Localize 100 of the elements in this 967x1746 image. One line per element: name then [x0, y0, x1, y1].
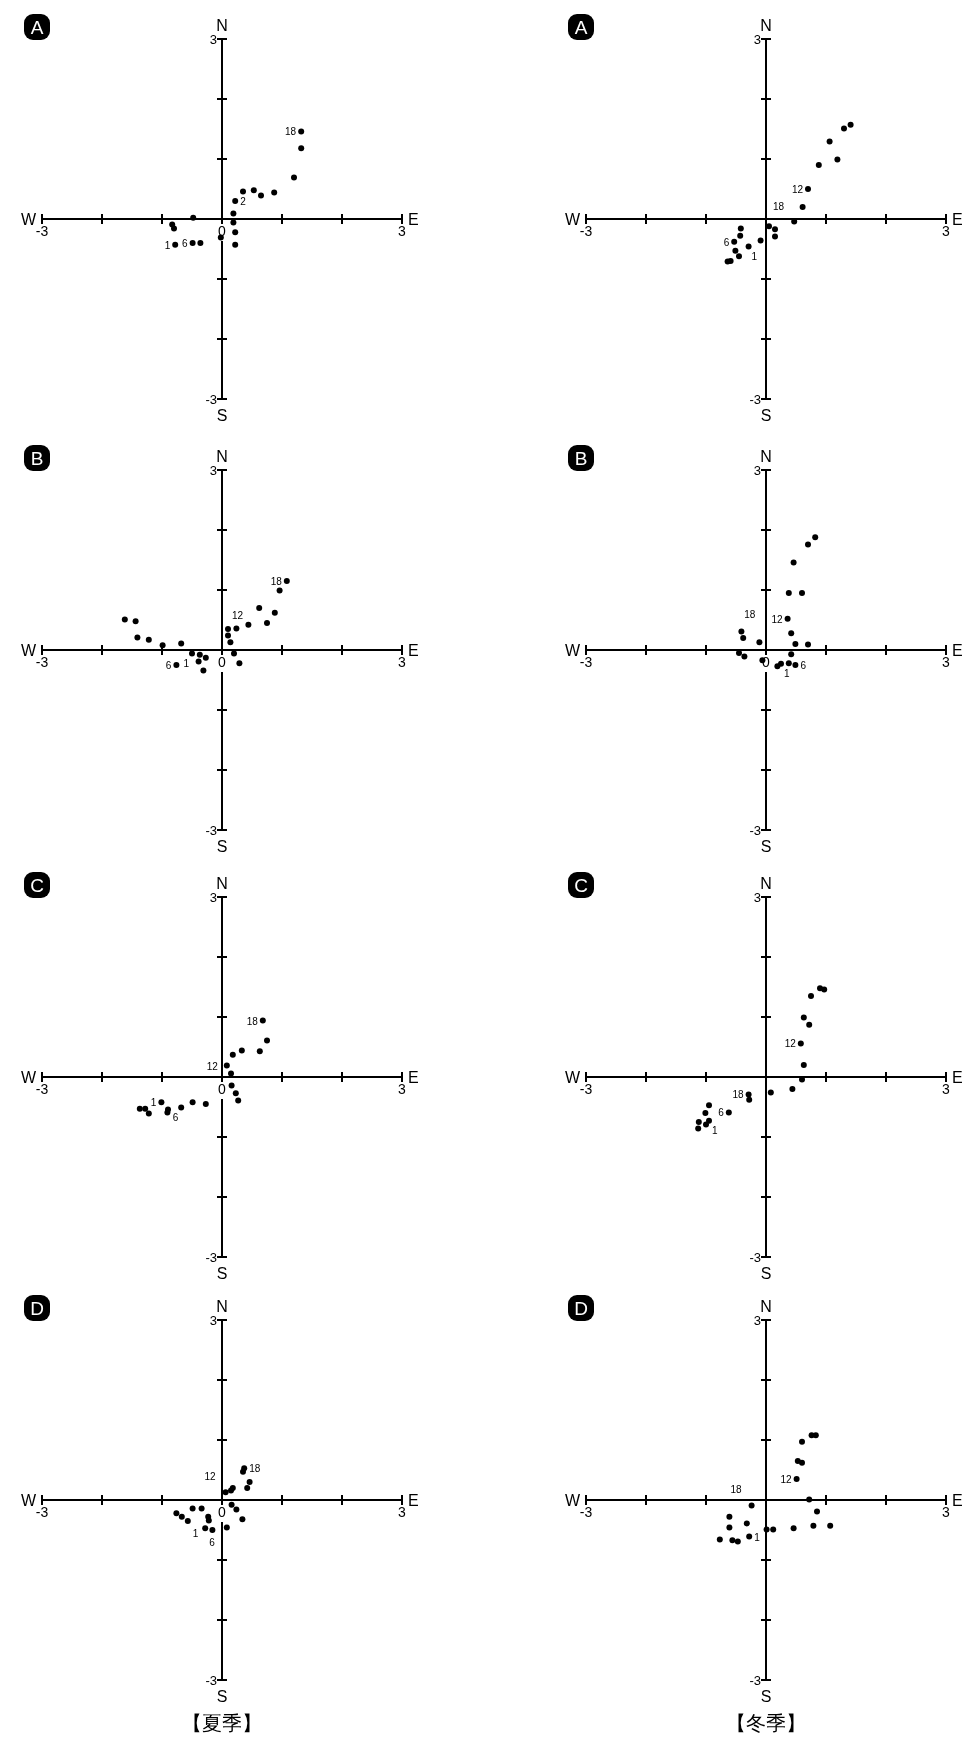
y-tick-label: -3	[749, 823, 761, 838]
text: N	[216, 1298, 228, 1315]
annotation: 1	[164, 239, 171, 251]
annotation: 6	[800, 660, 807, 671]
text: S	[216, 838, 228, 855]
x-tick-label: -3	[579, 1504, 593, 1520]
chart-title: A	[30, 17, 44, 38]
x-tick-label: 0	[218, 1504, 227, 1520]
x-tick-label: 3	[942, 1081, 951, 1097]
x-tick-label: 3	[398, 1081, 407, 1097]
annotation: 18	[744, 609, 756, 621]
annotation: 1	[754, 1531, 761, 1543]
x-tick-label: 3	[942, 223, 951, 239]
x-tick-label: 3	[942, 654, 951, 670]
text: E	[408, 211, 419, 228]
chart-title: C	[574, 875, 588, 896]
text: E	[408, 642, 419, 659]
text: W	[564, 1069, 581, 1086]
annotation: 12	[780, 1474, 793, 1485]
text: N	[760, 1298, 772, 1315]
text: N	[760, 17, 772, 34]
text: E	[952, 642, 963, 659]
y-tick-label: 3	[209, 890, 217, 905]
x-tick-label: 3	[398, 1504, 407, 1520]
text: W	[20, 1492, 37, 1509]
annotation: 1	[150, 1097, 157, 1109]
y-tick-label: 3	[753, 32, 761, 47]
text: W	[20, 642, 37, 659]
annotation: 18	[730, 1484, 743, 1496]
text: W	[564, 642, 581, 659]
annotation: 12	[206, 1060, 219, 1072]
annotation: 6	[172, 1111, 179, 1123]
y-tick-label: 3	[753, 890, 761, 905]
chart-title: C	[30, 875, 44, 896]
text: W	[20, 1069, 37, 1086]
x-tick-label: 3	[398, 223, 407, 239]
chart-title: D	[30, 1298, 44, 1319]
y-tick-label: 3	[753, 1313, 761, 1328]
y-tick-label: -3	[749, 1673, 761, 1688]
y-tick-label: -3	[205, 1250, 217, 1265]
text: N	[216, 17, 228, 34]
y-tick-label: 3	[209, 463, 217, 478]
y-tick-label: 3	[209, 32, 217, 47]
text: E	[952, 1069, 963, 1086]
annotation: 12	[232, 610, 244, 621]
annotation: 12	[771, 613, 784, 625]
annotation: 1	[183, 657, 190, 669]
x-tick-label: -3	[35, 1081, 49, 1097]
text: 【冬季】	[726, 1712, 806, 1734]
annotation: 2	[240, 196, 247, 207]
x-tick-label: -3	[579, 654, 593, 670]
annotation: 6	[723, 236, 730, 248]
annotation: 18	[732, 1089, 745, 1101]
annotation: 1	[712, 1124, 718, 1136]
x-tick-label: 0	[218, 654, 227, 670]
y-tick-label: -3	[205, 1673, 217, 1688]
chart-title: B	[30, 448, 44, 469]
y-tick-label: -3	[205, 823, 217, 838]
annotation: 12	[791, 184, 804, 195]
text: S	[760, 1688, 772, 1705]
y-tick-label: 3	[753, 463, 761, 478]
x-tick-label: -3	[579, 1081, 593, 1097]
chart-title: D	[574, 1298, 588, 1319]
y-tick-label: -3	[749, 1250, 761, 1265]
chart-title: A	[574, 17, 588, 38]
y-tick-label: -3	[749, 392, 761, 407]
x-tick-label: -3	[35, 654, 49, 670]
text: S	[760, 838, 772, 855]
annotation: 12	[784, 1038, 797, 1050]
text: S	[760, 1265, 772, 1282]
annotation: 18	[270, 576, 283, 587]
text: W	[564, 211, 581, 228]
annotation: 1	[784, 667, 790, 679]
text: W	[20, 211, 37, 228]
y-tick-label: -3	[205, 392, 217, 407]
annotation: 18	[249, 1463, 261, 1475]
text: N	[216, 875, 228, 892]
annotation: 6	[718, 1107, 725, 1119]
text: S	[216, 407, 228, 424]
x-tick-label: -3	[35, 223, 49, 239]
x-tick-label: 0	[218, 1081, 227, 1097]
x-tick-label: 3	[942, 1504, 951, 1520]
text: 【夏季】	[182, 1712, 262, 1734]
annotation: 18	[246, 1015, 259, 1027]
x-tick-label: -3	[35, 1504, 49, 1520]
text: E	[952, 211, 963, 228]
chart-title: B	[574, 448, 588, 469]
text: E	[952, 1492, 963, 1509]
annotation: 18	[773, 201, 785, 213]
x-tick-label: -3	[579, 223, 593, 239]
annotation: 6	[165, 660, 172, 671]
text: E	[408, 1492, 419, 1509]
y-tick-label: 3	[209, 1313, 217, 1328]
text: S	[216, 1688, 228, 1705]
text: N	[216, 448, 228, 465]
text: E	[408, 1069, 419, 1086]
text: N	[760, 875, 772, 892]
text: S	[760, 407, 772, 424]
x-tick-label: 3	[398, 654, 407, 670]
text: W	[564, 1492, 581, 1509]
